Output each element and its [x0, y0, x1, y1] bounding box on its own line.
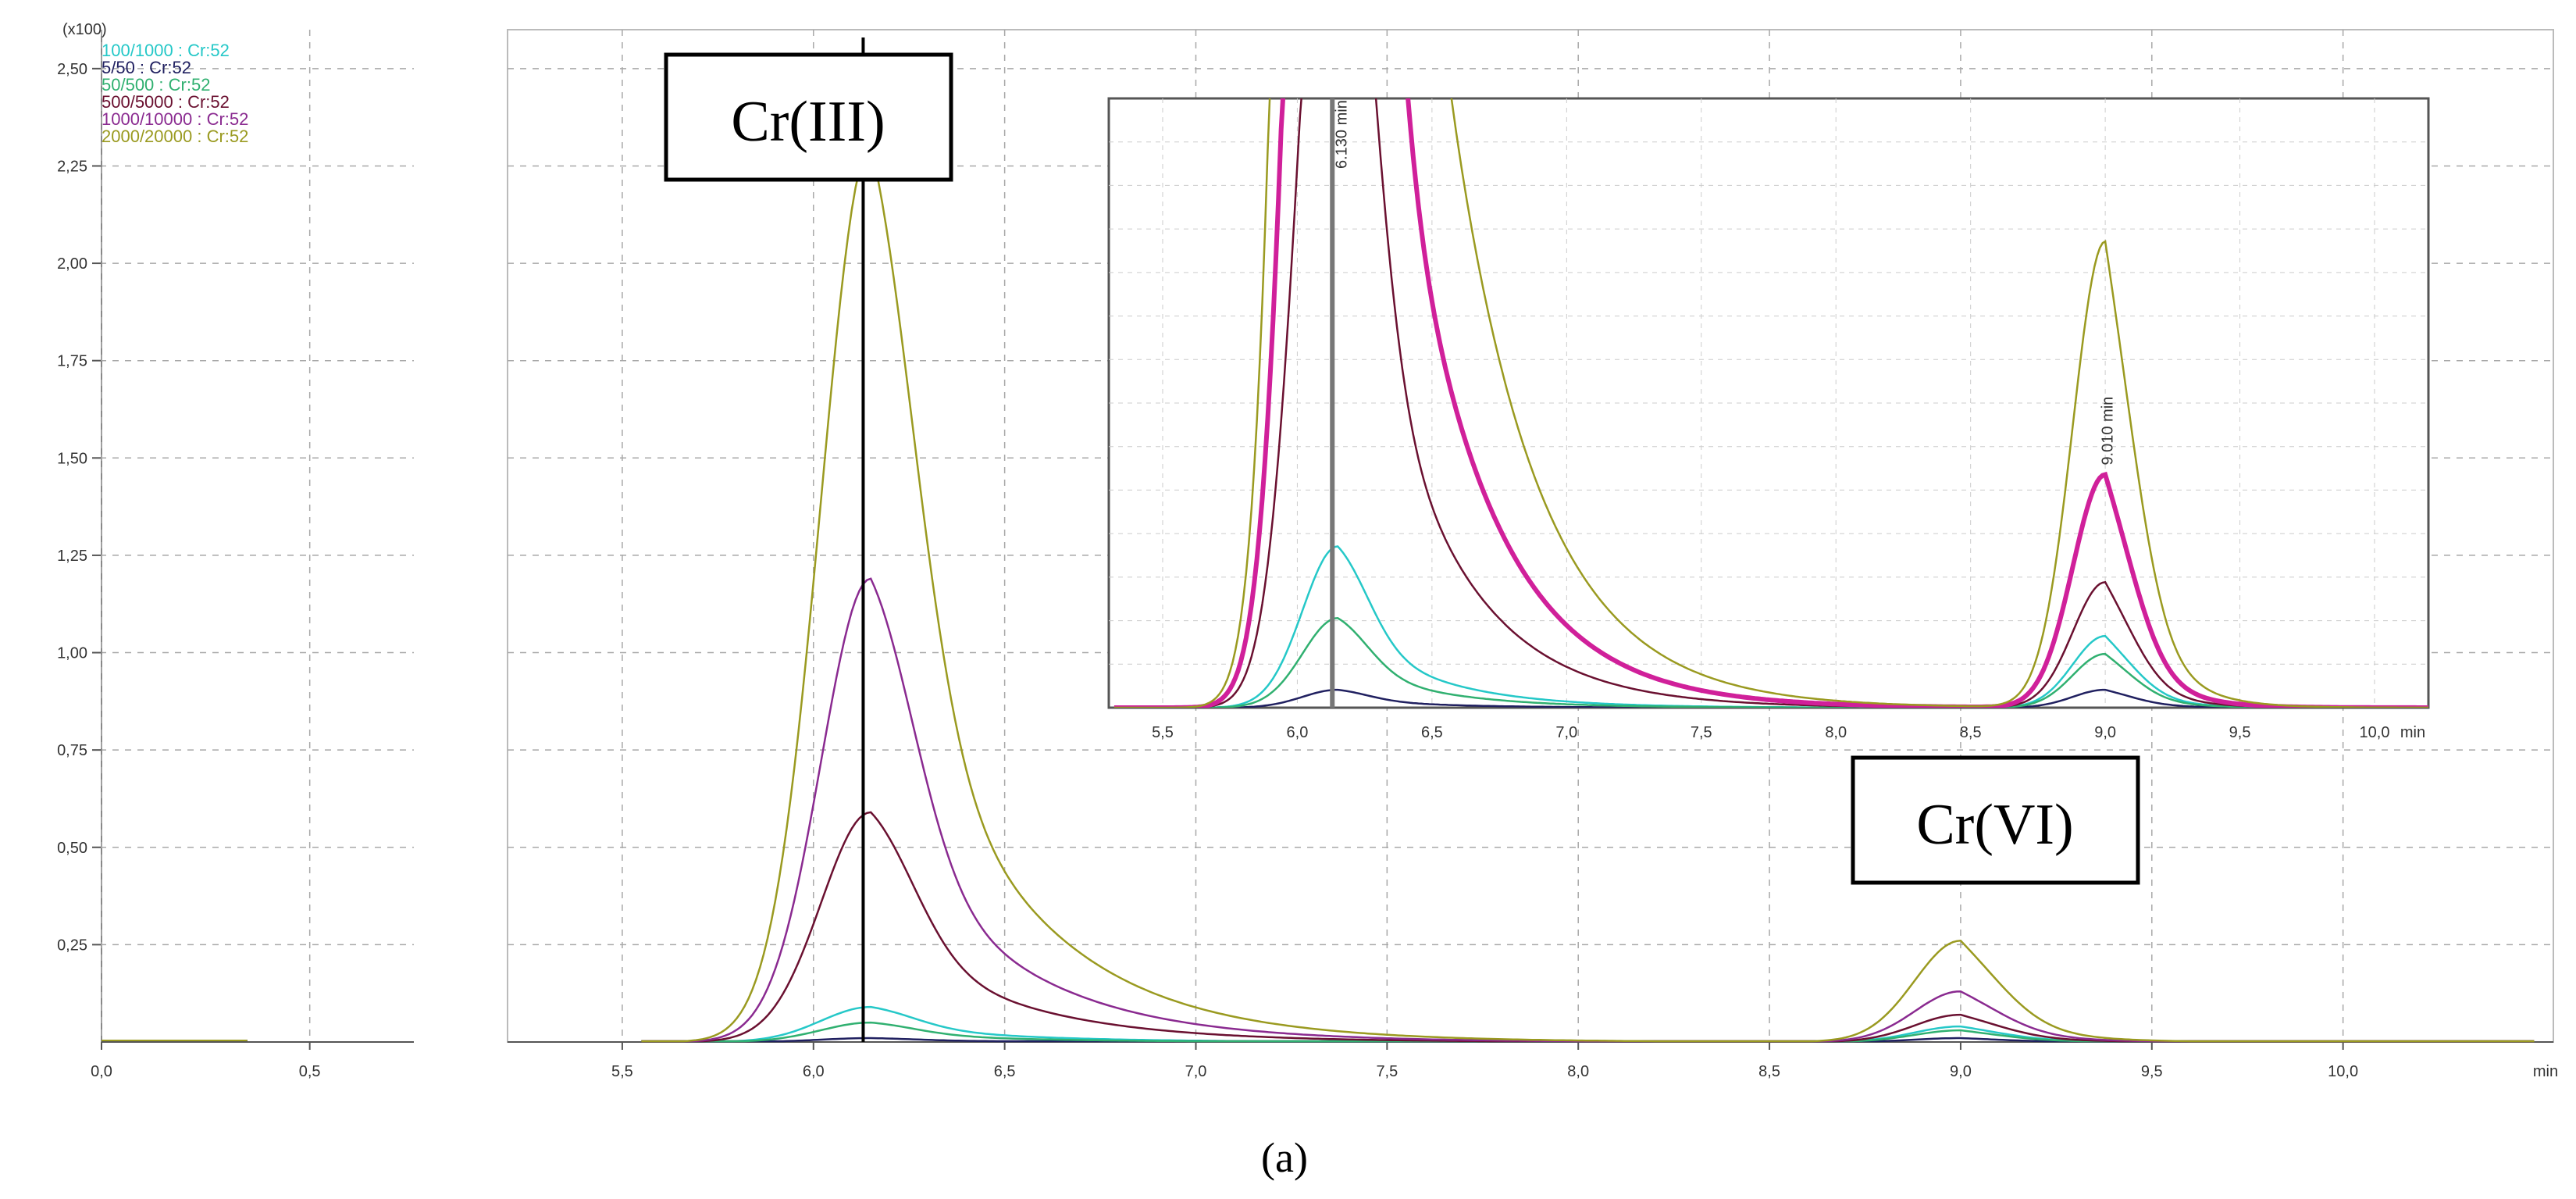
inset-peak-label: 9.010 min — [2100, 397, 2117, 466]
cr3-annotation: Cr(III) — [664, 52, 953, 182]
legend-entry: 5/50 : Cr:52 — [102, 58, 191, 77]
inset-x-unit-label: min — [2400, 724, 2425, 741]
y-tick-label: 1,50 — [57, 450, 87, 467]
inset-x-tick-label: 5,5 — [1152, 724, 1174, 741]
inset-x-tick-label: 9,0 — [2094, 724, 2116, 741]
y-tick-label: 2,00 — [57, 255, 87, 273]
inset-x-tick-label: 9,5 — [2229, 724, 2251, 741]
inset-x-tick-label: 6,5 — [1421, 724, 1443, 741]
inset-x-tick-label: 8,5 — [1960, 724, 1982, 741]
y-tick-label: 1,25 — [57, 548, 87, 565]
y-multiplier-label: (x100) — [62, 21, 107, 38]
cr3-label: Cr(III) — [731, 90, 885, 154]
cr6-label: Cr(VI) — [1916, 793, 2073, 857]
figure-caption: (a) — [1261, 1134, 1308, 1181]
y-tick-label: 0,50 — [57, 840, 87, 857]
legend-entry: 100/1000 : Cr:52 — [102, 41, 230, 60]
inset-x-tick-label: 7,0 — [1555, 724, 1577, 741]
x-axis-unit-label: min — [2533, 1063, 2558, 1080]
legend-entry: 2000/20000 : Cr:52 — [102, 127, 248, 146]
x-tick-label: 9,5 — [2141, 1063, 2163, 1080]
x-tick-label: 8,0 — [1567, 1063, 1589, 1080]
left-x-tick-label: 0,0 — [91, 1063, 112, 1080]
x-tick-label: 8,5 — [1758, 1063, 1780, 1080]
x-tick-label: 6,5 — [994, 1063, 1016, 1080]
y-tick-label: 1,00 — [57, 645, 87, 662]
legend-entry: 500/5000 : Cr:52 — [102, 92, 230, 112]
x-tick-label: 7,0 — [1185, 1063, 1207, 1080]
cr6-annotation: Cr(VI) — [1851, 755, 2140, 885]
series-line — [641, 145, 2535, 1043]
inset-x-tick-label: 7,5 — [1691, 724, 1712, 741]
inset-x-tick-label: 10,0 — [2360, 724, 2390, 741]
inset-series-line — [1113, 98, 2428, 708]
inset-marker-label: 6.130 min — [1333, 100, 1350, 169]
legend-entry: 50/500 : Cr:52 — [102, 75, 210, 95]
cr3-box — [664, 52, 953, 182]
cr6-box — [1851, 755, 2140, 885]
inset-x-tick-label: 8,0 — [1825, 724, 1847, 741]
y-tick-label: 2,25 — [57, 158, 87, 175]
y-tick-label: 1,75 — [57, 353, 87, 370]
x-tick-label: 10,0 — [2328, 1063, 2358, 1080]
y-tick-label: 2,50 — [57, 61, 87, 78]
y-tick-label: 0,25 — [57, 937, 87, 954]
inset-series-line — [1113, 98, 2428, 708]
x-tick-label: 5,5 — [611, 1063, 633, 1080]
y-tick-label: 0,75 — [57, 742, 87, 759]
x-tick-label: 9,0 — [1950, 1063, 1972, 1080]
inset-series-line — [1113, 98, 2428, 708]
inset-x-tick-label: 6,0 — [1287, 724, 1309, 741]
x-tick-label: 7,5 — [1376, 1063, 1398, 1080]
left-panel: 0,25 0,50 0,75 1,00 1,25 1,50 1,75 2,00 2,25 2,50… — [57, 21, 414, 1080]
x-tick-label: 6,0 — [803, 1063, 825, 1080]
left-x-tick-label: 0,5 — [299, 1063, 321, 1080]
inset-chart: 5,5 6,0 6,5 7,0 7,5 8,0 8,5 9,0 9,5 10,0 min 6.130 … — [1107, 97, 2430, 741]
legend-entry: 1000/10000 : Cr:52 — [102, 109, 248, 129]
